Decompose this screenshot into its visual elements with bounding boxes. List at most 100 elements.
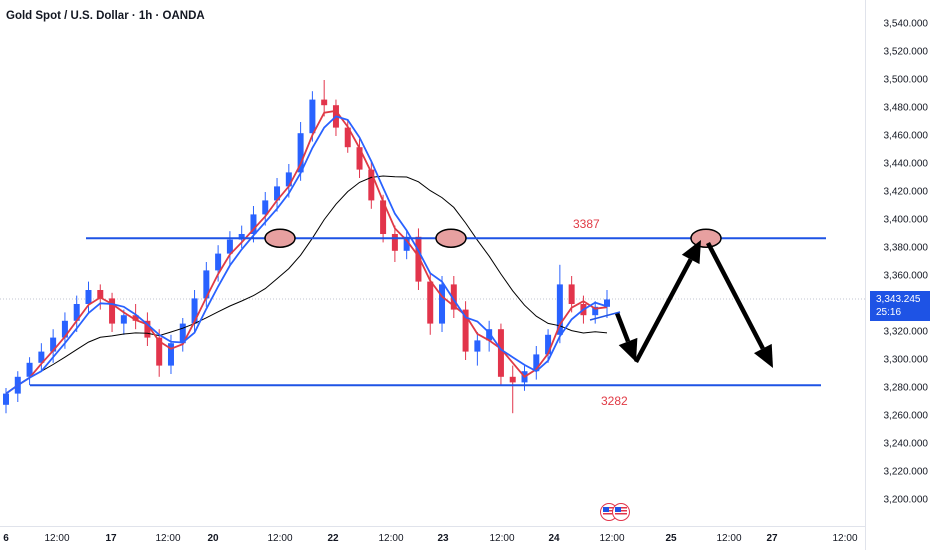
candle-body bbox=[391, 234, 398, 251]
candle-body bbox=[509, 376, 516, 383]
price-tick-label: 3,460.000 bbox=[883, 130, 929, 142]
price-tick-label: 3,300.000 bbox=[883, 354, 929, 366]
candle-body bbox=[97, 290, 104, 299]
candle bbox=[26, 357, 33, 386]
level-label-3282: 3282 bbox=[601, 394, 628, 408]
candle-body bbox=[474, 340, 481, 352]
candle bbox=[439, 276, 446, 332]
slow-moving-average-line bbox=[41, 175, 608, 372]
price-tick-label: 3,400.000 bbox=[883, 214, 929, 226]
time-hour-label: 12:00 bbox=[489, 533, 515, 544]
price-tick-label: 3,200.000 bbox=[883, 494, 929, 506]
moving-averages-group bbox=[5, 109, 608, 395]
last-price-value: 3,343.245 bbox=[876, 294, 921, 305]
candle-body bbox=[3, 393, 9, 405]
time-hour-label: 12:00 bbox=[378, 533, 404, 544]
projection-arrow-down-1-head bbox=[618, 337, 638, 362]
candle-body bbox=[450, 284, 457, 310]
candle-body bbox=[427, 281, 434, 324]
candle-body bbox=[533, 354, 540, 372]
candle-body bbox=[26, 362, 33, 377]
economic-events[interactable] bbox=[600, 503, 636, 523]
fast-moving-average-red-line bbox=[5, 109, 608, 395]
candle-body bbox=[403, 236, 410, 251]
time-hour-label: 12:00 bbox=[267, 533, 293, 544]
candle-body bbox=[368, 169, 375, 201]
candle-body bbox=[73, 304, 80, 321]
candle bbox=[3, 388, 9, 414]
highlight-ellipse[interactable] bbox=[435, 228, 467, 248]
candle-body bbox=[568, 284, 575, 304]
candle-body bbox=[285, 172, 292, 187]
candle bbox=[604, 290, 610, 318]
candle-body bbox=[262, 200, 269, 215]
candle-body bbox=[38, 351, 45, 363]
candle-body bbox=[226, 239, 233, 254]
candle-body bbox=[439, 284, 446, 324]
candle bbox=[85, 281, 92, 313]
time-day-label: 6 bbox=[3, 533, 9, 544]
price-tick-label: 3,220.000 bbox=[883, 466, 929, 478]
candle-body bbox=[191, 298, 198, 324]
time-hour-label: 12:00 bbox=[599, 533, 625, 544]
candle bbox=[215, 245, 222, 282]
candle bbox=[545, 329, 552, 363]
candle-body bbox=[144, 320, 151, 338]
candle bbox=[391, 225, 398, 262]
price-tick-label: 3,260.000 bbox=[883, 410, 929, 422]
time-hour-label: 12:00 bbox=[832, 533, 858, 544]
price-tick-label: 3,280.000 bbox=[883, 382, 929, 394]
price-tick-label: 3,320.000 bbox=[883, 326, 929, 338]
candle bbox=[38, 343, 45, 372]
last-price-badge: 3,343.245 25:16 bbox=[870, 291, 930, 321]
candle bbox=[321, 80, 328, 117]
candle-body bbox=[179, 323, 186, 344]
candle-body bbox=[592, 306, 599, 316]
projection-connector-line bbox=[589, 311, 621, 321]
time-day-label: 25 bbox=[665, 533, 677, 544]
candle-body bbox=[203, 270, 210, 299]
price-tick-label: 3,440.000 bbox=[883, 158, 929, 170]
candle-body bbox=[120, 315, 127, 324]
price-tick-label: 3,520.000 bbox=[883, 46, 929, 58]
candle-body bbox=[321, 99, 328, 106]
time-day-label: 22 bbox=[327, 533, 339, 544]
level-label-3387: 3387 bbox=[573, 217, 600, 231]
candle-body bbox=[61, 320, 68, 338]
candle-body bbox=[344, 127, 351, 148]
time-day-label: 23 bbox=[437, 533, 449, 544]
candle bbox=[274, 178, 281, 212]
candle bbox=[521, 365, 528, 391]
candle bbox=[509, 365, 516, 414]
candle-body bbox=[50, 337, 57, 352]
time-axis[interactable]: 6 12:00 17 12:00 20 12:00 22 12:00 23 12:00 24 12:0… bbox=[0, 526, 865, 550]
candle bbox=[427, 273, 434, 335]
candle bbox=[179, 318, 186, 352]
candle bbox=[556, 264, 563, 344]
candle-body bbox=[156, 337, 163, 366]
time-hour-label: 12:00 bbox=[44, 533, 70, 544]
candle bbox=[226, 231, 233, 265]
candles-group bbox=[3, 80, 610, 414]
chart-title: Gold Spot / U.S. Dollar · 1h · OANDA bbox=[6, 10, 205, 22]
candle bbox=[191, 290, 198, 332]
price-axis[interactable]: 3,540.000 3,520.000 3,500.000 3,480.000 3,46… bbox=[865, 0, 932, 550]
candle-body bbox=[556, 284, 563, 335]
projection-arrow-down-1[interactable] bbox=[614, 312, 638, 362]
candle-body bbox=[309, 99, 316, 134]
candle-body bbox=[604, 299, 610, 307]
highlight-ellipse[interactable] bbox=[264, 228, 296, 248]
price-plot[interactable] bbox=[0, 0, 865, 526]
time-day-label: 17 bbox=[105, 533, 117, 544]
projection-arrow-up[interactable] bbox=[634, 240, 701, 364]
projection-arrow-down-2[interactable] bbox=[706, 241, 773, 368]
candle bbox=[262, 192, 269, 226]
candle bbox=[144, 312, 151, 346]
us-flag-icon[interactable] bbox=[612, 503, 630, 521]
price-tick-label: 3,420.000 bbox=[883, 186, 929, 198]
candle-body bbox=[297, 133, 304, 173]
candle bbox=[109, 292, 116, 332]
candle-body bbox=[356, 147, 363, 170]
candle-body bbox=[415, 236, 422, 282]
